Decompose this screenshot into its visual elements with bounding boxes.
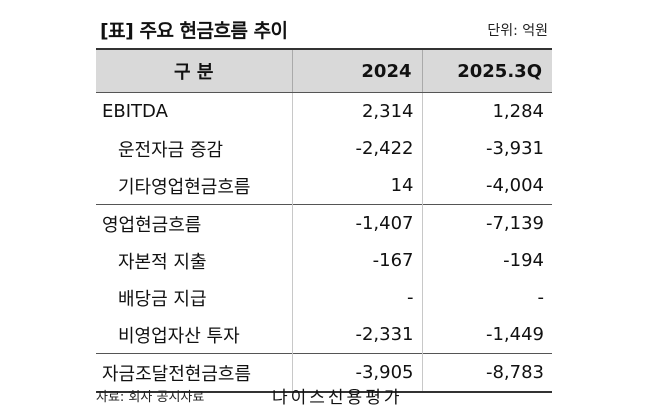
row-label-working-capital: 운전자금 증감 (118, 139, 224, 161)
cell-value: -8,783 (421, 353, 552, 392)
table-row: 자본적 지출 -167 -194 (96, 242, 552, 279)
source-note: 자료: 회사 공시자료 (96, 390, 205, 405)
cell-value: 2,314 (291, 92, 422, 130)
row-label-non-operating-investment: 비영업자산 투자 (118, 325, 240, 347)
cell-value: -2,331 (291, 316, 422, 354)
cell-value: - (291, 279, 422, 316)
brand-label: 나이스신용평가 (272, 388, 403, 408)
column-header-2025-3q: 2025.3Q (421, 49, 552, 93)
cell-value: -1,407 (291, 204, 422, 242)
column-header-2024: 2024 (291, 49, 422, 93)
cell-value: -167 (291, 242, 422, 279)
row-label-pre-financing-cashflow: 자금조달전현금흐름 (96, 353, 292, 392)
cashflow-table: 구 분 2024 2025.3Q EBITDA 2,314 1,284 운전자금… (96, 48, 552, 393)
table-row: EBITDA 2,314 1,284 (96, 92, 552, 130)
column-header-category: 구 분 (96, 49, 292, 93)
cell-value: -7,139 (421, 204, 552, 242)
row-label-dividends: 배당금 지급 (118, 288, 207, 310)
table-row: 자금조달전현금흐름 -3,905 -8,783 (96, 353, 552, 392)
cell-value: -1,449 (421, 316, 552, 354)
table-row: 배당금 지급 - - (96, 279, 552, 316)
cell-value: -2,422 (291, 130, 422, 167)
cell-value: -194 (421, 242, 552, 279)
cell-value: -4,004 (421, 167, 552, 205)
unit-label: 단위: 억원 (487, 23, 548, 39)
header-row: 구 분 2024 2025.3Q (96, 49, 552, 93)
table-title: [표] 주요 현금흐름 추이 (100, 20, 288, 42)
row-label-operating-cashflow: 영업현금흐름 (96, 204, 292, 242)
cell-value: - (421, 279, 552, 316)
row-label-capex: 자본적 지출 (118, 251, 207, 273)
table-row: 비영업자산 투자 -2,331 -1,449 (96, 316, 552, 354)
cell-value: -3,905 (291, 353, 422, 392)
row-label-other-operating: 기타영업현금흐름 (118, 176, 251, 198)
cell-value: 1,284 (421, 92, 552, 130)
row-label-ebitda: EBITDA (102, 101, 168, 122)
cell-value: -3,931 (421, 130, 552, 167)
table-row: 영업현금흐름 -1,407 -7,139 (96, 204, 552, 242)
table-header: [표] 주요 현금흐름 추이 단위: 억원 (100, 16, 552, 44)
cell-value: 14 (291, 167, 422, 205)
table-row: 운전자금 증감 -2,422 -3,931 (96, 130, 552, 167)
table-row: 기타영업현금흐름 14 -4,004 (96, 167, 552, 205)
